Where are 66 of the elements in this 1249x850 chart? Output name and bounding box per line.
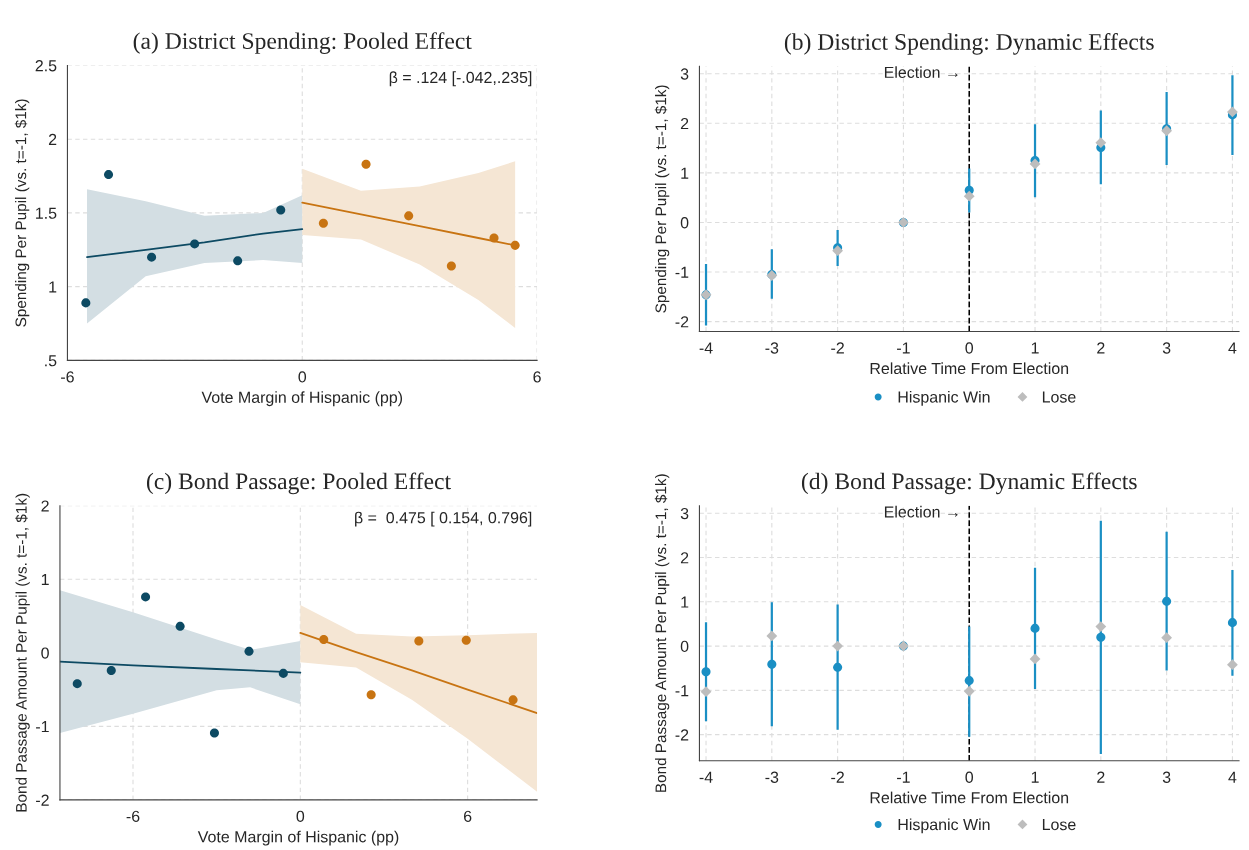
y-tick-label: 2 [680,552,689,564]
y-tick-label: 2.5 [35,60,57,72]
y-tick-label: 2 [41,500,49,512]
y-axis-title: Spending Per Pupil (vs. t=-1, $1k) [654,85,670,313]
y-tick-label: -2 [675,729,689,741]
y-axis-title: Spending Per Pupil (vs. t=-1, $1k) [14,99,30,327]
x-axis-title: Vote Margin of Hispanic (pp) [201,391,403,407]
x-tick-label: -2 [831,771,844,783]
chart-title: (a) District Spending: Pooled Effect [133,32,472,54]
legend-label: Lose [1042,391,1076,403]
x-tick-label: 0 [965,342,974,354]
x-tick-label: -1 [897,771,910,783]
x-tick-label: -3 [765,342,779,354]
y-tick-label: 1 [41,574,49,586]
x-tick-label: -4 [699,771,713,783]
y-tick-label: 3 [680,507,689,520]
x-axis-title: Relative Time From Election [870,791,1069,804]
x-tick-label: -2 [831,342,844,354]
x-axis-title: Relative Time From Election [870,362,1069,375]
x-tick-label: -3 [765,771,779,783]
x-tick-label: -6 [61,371,74,383]
legend-label: Hispanic Win [898,390,990,406]
chart-title: (d) Bond Passage: Dynamic Effects [801,472,1137,495]
y-tick-label: 0 [41,647,49,659]
y-tick-label: 1 [681,167,689,179]
y-tick-label: 2 [48,133,57,145]
annotation: Election → [884,66,958,79]
annotation: β = 0.475 [ 0.154, 0.796] [355,511,532,527]
y-tick-label: -2 [36,794,49,806]
x-tick-label: -1 [897,342,910,354]
chart-title: (b) District Spending: Dynamic Effects [784,33,1154,55]
x-tick-label: 4 [1228,771,1237,783]
y-tick-label: -1 [36,721,49,733]
x-tick-label: 0 [965,771,974,783]
x-tick-label: 0 [298,371,307,383]
y-tick-label: 1 [49,281,57,293]
legend-label: Lose [1042,819,1076,831]
x-tick-label: 3 [1162,342,1171,354]
x-tick-label: 3 [1162,771,1171,783]
x-tick-label: 4 [1228,342,1237,354]
x-tick-label: 1 [1031,342,1039,354]
y-tick-label: 2 [680,117,689,130]
y-tick-label: -1 [675,266,689,278]
x-tick-label: -6 [126,810,140,822]
y-tick-label: -1 [675,685,689,697]
y-tick-label: 0 [680,217,689,229]
y-tick-label: -2 [675,316,689,328]
chart-title: (c) Bond Passage: Pooled Effect [146,472,451,495]
y-tick-label: 0 [680,640,689,653]
annotation: β = .124 [-.042,.235] [389,71,532,87]
y-axis-title: Bond Passage Amount Per Pupil (vs. t=-1, $1k) [15,493,30,812]
x-tick-label: 0 [296,810,305,822]
y-axis-title: Bond Passage Amount Per Pupil (vs. t=-1, $1k) [654,474,670,792]
x-tick-label: 2 [1097,342,1105,354]
annotation: Election → [884,505,958,518]
y-tick-label: 1 [681,596,689,608]
y-tick-label: 1.5 [36,207,57,219]
y-tick-label: 3 [680,68,689,80]
x-tick-label: 6 [533,371,541,383]
x-tick-label: 1 [1031,771,1039,783]
legend-label: Hispanic Win [898,818,990,834]
x-tick-label: 6 [464,810,472,822]
x-axis-title: Vote Margin of Hispanic (pp) [197,830,399,846]
y-tick-label: .5 [45,355,57,367]
x-tick-label: -4 [699,342,713,354]
x-tick-label: 2 [1097,771,1105,783]
